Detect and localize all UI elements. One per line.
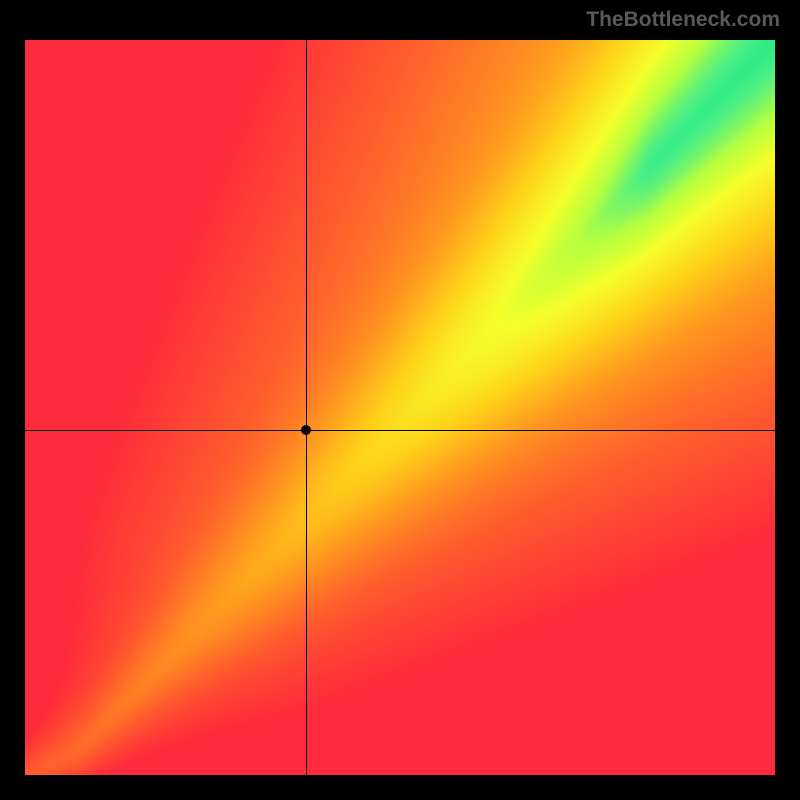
crosshair-horizontal [25, 430, 775, 431]
root-container: TheBottleneck.com [0, 0, 800, 800]
heatmap-plot-area [25, 40, 775, 775]
crosshair-vertical [306, 40, 307, 775]
crosshair-marker [301, 425, 311, 435]
watermark-text: TheBottleneck.com [586, 8, 780, 32]
heatmap-canvas [25, 40, 775, 775]
